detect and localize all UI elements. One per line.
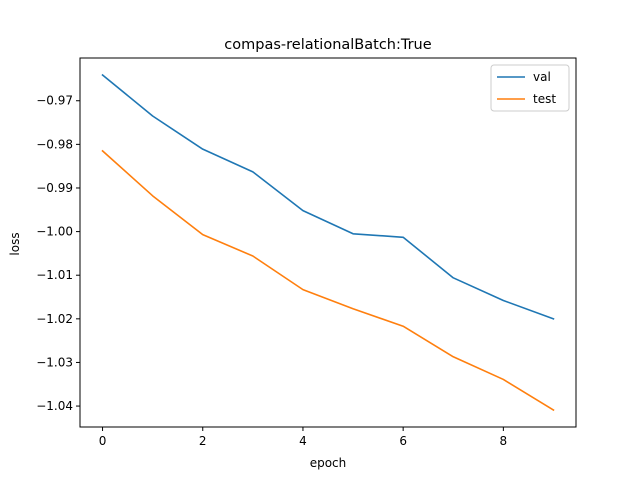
y-tick-label: −1.03: [36, 355, 73, 369]
x-tick-label: 8: [500, 434, 508, 448]
y-tick-label: −0.97: [36, 94, 73, 108]
x-tick-label: 6: [399, 434, 407, 448]
y-tick-label: −1.00: [36, 225, 73, 239]
y-tick-label: −1.01: [36, 268, 73, 282]
y-tick-label: −1.04: [36, 399, 73, 413]
series-group: [101, 73, 555, 412]
plot-frame: [79, 57, 577, 428]
legend-label-val: val: [533, 70, 551, 84]
legend: val test: [490, 64, 570, 112]
y-tick-label: −0.99: [36, 181, 73, 195]
x-axis: 0 2 4 6 8: [99, 427, 507, 448]
x-tick-label: 4: [299, 434, 307, 448]
chart-title: compas-relationalBatch:True: [224, 37, 431, 53]
y-tick-label: −1.02: [36, 312, 73, 326]
y-axis: −0.97 −0.98 −0.99 −1.00 −1.01 −1.02 −1.03 −1.04: [36, 94, 80, 413]
y-tick-label: −0.98: [36, 137, 73, 151]
x-tick-label: 0: [99, 434, 107, 448]
legend-box: [490, 64, 570, 112]
series-line-test: [101, 149, 555, 412]
x-tick-label: 2: [199, 434, 207, 448]
legend-label-test: test: [533, 92, 556, 106]
y-axis-title: loss: [8, 232, 22, 255]
x-axis-title: epoch: [310, 456, 347, 470]
series-line-val: [101, 73, 555, 320]
